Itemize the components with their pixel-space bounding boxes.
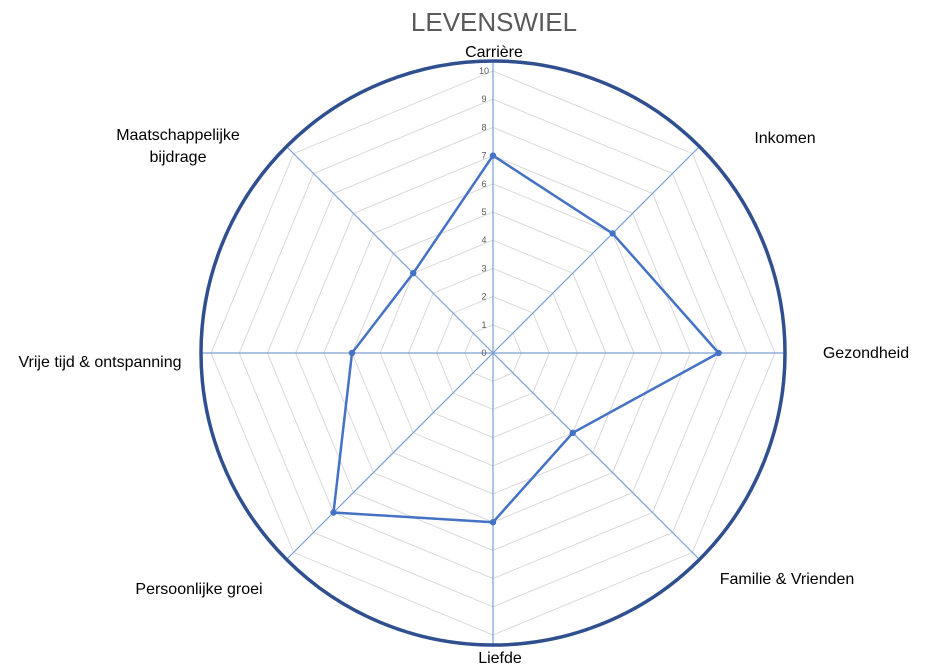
series xyxy=(330,152,722,526)
spoke-line xyxy=(492,352,700,560)
category-label: Persoonlijke groei xyxy=(135,581,262,598)
tick-label: 9 xyxy=(481,94,486,104)
tick-label: 7 xyxy=(481,151,486,161)
category-label: Vrije tijd & ontspanning xyxy=(18,354,181,371)
tick-label: 3 xyxy=(481,263,486,273)
category-label: Inkomen xyxy=(754,130,815,147)
chart-title: LEVENSWIEL xyxy=(411,7,577,37)
series-line xyxy=(332,154,720,524)
data-point xyxy=(715,349,722,357)
spoke-line xyxy=(286,352,494,560)
tick-label: 10 xyxy=(479,66,489,76)
category-label: Carrière xyxy=(465,44,523,61)
data-point xyxy=(609,230,616,237)
outer-circle xyxy=(199,59,787,647)
data-point xyxy=(330,509,337,516)
tick-label: 5 xyxy=(481,207,486,217)
tick-label: 1 xyxy=(481,320,486,330)
category-label: Liefde xyxy=(478,650,522,667)
data-point xyxy=(569,429,576,436)
tick-label: 8 xyxy=(481,122,486,132)
category-label: Maatschappelijke bijdrage xyxy=(116,127,240,166)
data-point xyxy=(410,270,417,277)
tick-label: 2 xyxy=(481,292,486,302)
spoke-line xyxy=(286,146,494,354)
tick-label: 4 xyxy=(481,235,486,245)
tick-label: 6 xyxy=(481,179,486,189)
tick-labels: 0 1 2 3 4 5 6 7 8 9 10 xyxy=(479,66,489,358)
tick-label: 0 xyxy=(481,348,486,358)
spoke-line xyxy=(492,146,700,354)
category-labels: Carrière Inkomen Gezondheid Familie & Vrien… xyxy=(18,44,909,667)
category-label: Familie & Vrienden xyxy=(720,571,855,588)
data-point xyxy=(348,349,356,357)
data-point xyxy=(489,519,497,526)
category-label: Gezondheid xyxy=(823,345,909,362)
data-point xyxy=(489,152,497,159)
spokes xyxy=(201,61,785,645)
